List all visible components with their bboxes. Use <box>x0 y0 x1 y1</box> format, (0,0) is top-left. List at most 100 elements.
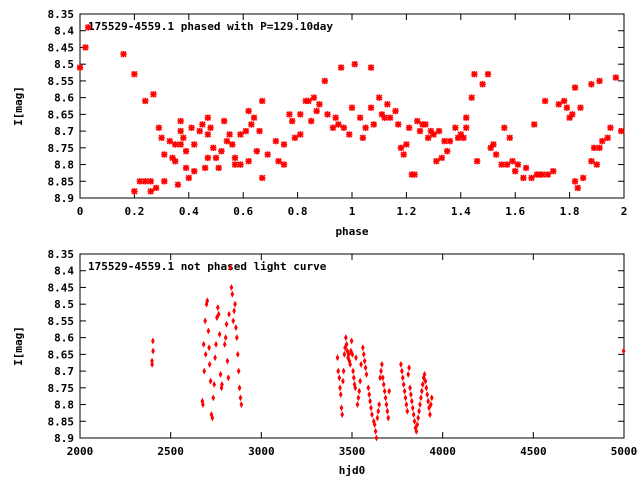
phased-data-point <box>381 114 388 121</box>
phased-data-point <box>444 147 451 155</box>
phased-data-point <box>454 134 462 141</box>
unphased-x-ticks: 2000 2500 3000 3500 4000 4500 5000 <box>67 254 637 458</box>
phased-data-point <box>229 141 236 148</box>
unphased-data-point <box>203 317 207 325</box>
unphased-data-point <box>414 427 419 435</box>
phased-data-point <box>291 134 299 141</box>
phased-data-point <box>152 184 160 192</box>
phased-data-point <box>484 71 492 78</box>
unphased-data-point <box>415 421 420 429</box>
unphased-data-point <box>231 317 236 325</box>
phased-data-point <box>272 137 280 145</box>
phased-data-point <box>297 131 304 138</box>
phased-data-point <box>487 144 494 152</box>
unphased-data-point <box>349 337 354 345</box>
unphased-data-point <box>416 414 421 422</box>
phased-data-point <box>280 161 288 168</box>
phased-data-point <box>571 178 579 185</box>
phased-data-point <box>520 174 527 182</box>
phased-y-ticks: 8.35 8.4 8.45 8.5 8.55 8.6 8.65 8.7 8.75 8.8 8.85 8… <box>48 8 624 205</box>
unphased-data-point <box>426 397 431 405</box>
unphased-data-point <box>379 367 383 375</box>
phased-data-point <box>212 154 220 162</box>
unphased-data-point <box>418 401 422 408</box>
phased-data-point <box>204 114 212 121</box>
y-tick-label: 8.55 <box>48 315 75 328</box>
phased-data-point <box>555 101 562 108</box>
unphased-data-point <box>427 404 431 412</box>
phased-data-point <box>191 141 198 148</box>
unphased-data-point <box>336 367 341 375</box>
phased-data-point <box>155 124 163 131</box>
x-tick-label: 4000 <box>429 445 456 458</box>
unphased-data-point <box>223 334 228 342</box>
unphased-data-point <box>222 340 227 348</box>
unphased-data-point <box>211 394 216 402</box>
phased-data-point <box>288 117 296 125</box>
phased-data-point <box>324 111 331 118</box>
unphased-data-point <box>206 327 211 335</box>
unphased-data-point <box>338 384 342 392</box>
y-tick-label: 8.4 <box>54 25 74 38</box>
y-tick-label: 8.6 <box>54 92 74 105</box>
phased-data-point <box>490 141 497 148</box>
phased-data-point <box>359 134 367 141</box>
phased-data-point <box>332 114 339 121</box>
unphased-data-point <box>205 297 210 305</box>
unphased-panel: 175529-4559.1 not phased light curve 8.3… <box>12 248 637 477</box>
phased-data-point <box>403 141 410 148</box>
unphased-data-point <box>402 387 407 395</box>
phased-data-point <box>596 77 603 85</box>
unphased-data-point <box>366 384 371 392</box>
phased-data-point <box>169 154 176 162</box>
unphased-data-point <box>340 411 345 419</box>
phased-data-point <box>506 134 513 141</box>
unphased-data-point <box>342 350 347 358</box>
phased-data-point <box>226 131 233 138</box>
phased-x-ticks: 0 0.2 0.4 0.6 0.8 1 1.2 1.4 1.6 1.8 2 <box>77 14 627 218</box>
phased-data-point <box>231 154 239 162</box>
unphased-data-point <box>335 354 340 362</box>
phased-data-point <box>223 137 231 145</box>
phased-data-point <box>370 121 377 128</box>
phased-data-point <box>215 164 222 172</box>
phased-data-point <box>346 131 353 138</box>
unphased-data-point <box>412 417 417 425</box>
phased-data-point <box>264 151 271 158</box>
x-tick-label: 1.4 <box>451 205 471 218</box>
unphased-data-point <box>353 384 358 392</box>
unphased-data-point <box>208 377 213 385</box>
phased-data-point <box>210 144 217 152</box>
phased-data-point <box>316 101 323 108</box>
unphased-data-point <box>233 300 237 308</box>
phased-data-point <box>150 91 157 98</box>
phased-data-point <box>242 127 250 135</box>
phased-data-point <box>397 144 405 152</box>
x-tick-label: 0 <box>77 205 84 218</box>
phased-data-point <box>531 121 538 128</box>
x-tick-label: 0.8 <box>288 205 308 218</box>
phased-data-point <box>503 161 511 168</box>
unphased-data-point <box>201 340 206 348</box>
phased-data-point <box>618 127 625 135</box>
x-tick-label: 2000 <box>67 445 94 458</box>
phased-data-point <box>199 121 206 128</box>
phased-data-point <box>367 104 375 111</box>
unphased-data-point <box>399 360 403 368</box>
y-tick-label: 8.8 <box>54 159 74 172</box>
unphased-data-point <box>375 414 380 422</box>
phased-data-point <box>607 124 614 131</box>
unphased-data-point <box>348 360 353 368</box>
phased-data-point <box>158 134 165 141</box>
phased-data-point <box>321 77 328 85</box>
phased-data-point <box>136 178 144 185</box>
unphased-data-point <box>372 421 377 429</box>
phased-data-point <box>204 154 212 162</box>
unphased-data-point <box>404 401 409 408</box>
unphased-data-point <box>420 381 425 388</box>
y-tick-label: 8.7 <box>54 365 74 378</box>
unphased-data-point <box>406 371 411 378</box>
phased-data-point <box>604 134 611 141</box>
phased-data-point <box>514 161 522 168</box>
unphased-data-point <box>369 404 373 412</box>
